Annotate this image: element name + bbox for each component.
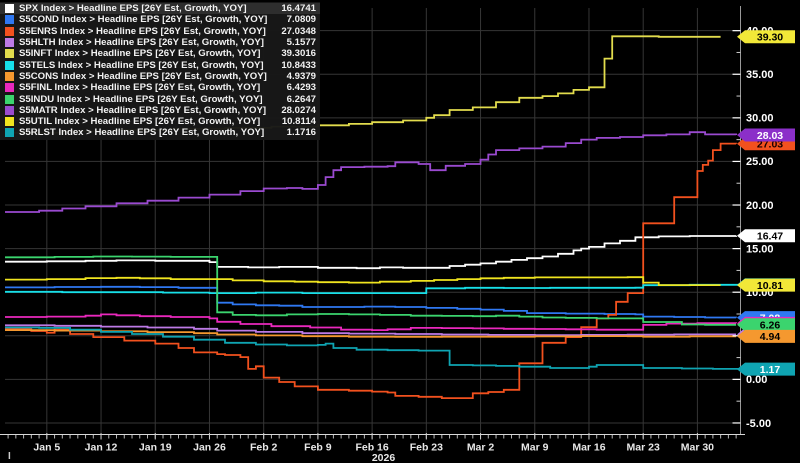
legend-value: 6.4293 <box>286 82 316 94</box>
legend-swatch-S5MATR <box>5 105 14 115</box>
series-line-S5ENRS <box>5 142 737 399</box>
price-badge-label-S5UTIL: 10.81 <box>757 280 783 292</box>
price-badge-label-S5RLST: 1.17 <box>760 364 781 376</box>
series-line-S5HLTH <box>5 324 737 336</box>
x-axis-label: Feb 23 <box>410 442 443 454</box>
price-badge-S5RLST <box>737 362 795 376</box>
legend-label: S5COND Index > Headline EPS [26Y Est, Gr… <box>19 14 268 26</box>
legend-swatch-SPX <box>5 4 14 14</box>
chart-legend: SPX Index > Headline EPS [26Y Est, Growt… <box>0 2 320 140</box>
y-axis-label: 30.00 <box>746 113 774 125</box>
legend-swatch-S5TELS <box>5 60 14 70</box>
series-line-S5MATR <box>5 131 737 213</box>
price-badge-S5UTIL <box>737 278 795 292</box>
legend-label: S5UTIL Index > Headline EPS [26Y Est, Gr… <box>19 116 261 128</box>
x-axis-label: Jan 19 <box>139 442 172 454</box>
legend-row-S5RLST[interactable]: S5RLST Index > Headline EPS [26Y Est, Gr… <box>0 127 320 138</box>
legend-label: S5HLTH Index > Headline EPS [26Y Est, Gr… <box>19 37 264 49</box>
price-badge-label-SPX: 16.47 <box>757 231 783 243</box>
series-line-SPX <box>5 235 737 270</box>
legend-row-S5COND[interactable]: S5COND Index > Headline EPS [26Y Est, Gr… <box>0 14 320 25</box>
legend-value: 7.0809 <box>286 14 316 26</box>
y-axis-label: 35.00 <box>746 69 774 81</box>
legend-value: 39.3016 <box>281 48 316 60</box>
series-line-S5CONS <box>5 329 737 338</box>
legend-label: S5FINL Index > Headline EPS [26Y Est, Gr… <box>19 82 261 94</box>
x-axis-label: Mar 9 <box>521 442 549 454</box>
legend-swatch-S5ENRS <box>5 26 14 36</box>
series-line-S5COND <box>5 285 737 319</box>
x-axis-label: Jan 12 <box>85 442 118 454</box>
x-axis-label: Jan 26 <box>193 442 226 454</box>
price-badge-S5CONS <box>737 329 795 343</box>
x-axis-label: Jan 5 <box>33 442 60 454</box>
legend-label: S5MATR Index > Headline EPS [26Y Est, Gr… <box>19 104 267 116</box>
price-badge-label-S5CONS: 4.94 <box>760 331 781 343</box>
legend-label: S5TELS Index > Headline EPS [26Y Est, Gr… <box>19 59 264 71</box>
price-badge-SPX <box>737 229 795 243</box>
legend-value: 4.9379 <box>286 70 316 82</box>
price-badge-S5INDU <box>737 318 795 332</box>
bottom-left-cursor-marker: I <box>8 451 11 462</box>
legend-swatch-S5UTIL <box>5 117 14 127</box>
legend-value: 10.8114 <box>281 116 316 128</box>
x-axis-label: Feb 16 <box>355 442 388 454</box>
y-axis-label: -5.00 <box>746 418 771 430</box>
y-axis-label: 25.00 <box>746 156 774 168</box>
price-badge-S5MATR <box>737 128 795 142</box>
x-axis-label: Mar 16 <box>572 442 605 454</box>
series-line-S5RLST <box>5 326 741 370</box>
legend-value: 5.1577 <box>286 37 316 49</box>
legend-row-S5CONS[interactable]: S5CONS Index > Headline EPS [26Y Est, Gr… <box>0 71 320 82</box>
legend-row-S5TELS[interactable]: S5TELS Index > Headline EPS [26Y Est, Gr… <box>0 59 320 71</box>
legend-swatch-S5CONS <box>5 71 14 81</box>
legend-label: S5INFT Index > Headline EPS [26Y Est, Gr… <box>19 48 261 60</box>
legend-value: 10.8433 <box>281 59 316 71</box>
legend-row-S5ENRS[interactable]: S5ENRS Index > Headline EPS [26Y Est, Gr… <box>0 26 320 37</box>
legend-label: S5CONS Index > Headline EPS [26Y Est, Gr… <box>19 70 267 82</box>
legend-row-S5INDU[interactable]: S5INDU Index > Headline EPS [26Y Est, Gr… <box>0 93 320 105</box>
legend-value: 16.4741 <box>281 3 316 15</box>
legend-swatch-S5FINL <box>5 83 14 93</box>
legend-row-SPX[interactable]: SPX Index > Headline EPS [26Y Est, Growt… <box>0 3 320 15</box>
x-axis-label: Mar 23 <box>627 442 660 454</box>
legend-row-S5UTIL[interactable]: S5UTIL Index > Headline EPS [26Y Est, Gr… <box>0 116 320 127</box>
legend-label: S5INDU Index > Headline EPS [26Y Est, Gr… <box>19 93 263 105</box>
series-line-S5TELS <box>5 283 740 294</box>
series-line-S5FINL <box>5 313 737 331</box>
x-axis-label: Mar 2 <box>467 442 495 454</box>
legend-label: S5ENRS Index > Headline EPS [26Y Est, Gr… <box>19 25 266 37</box>
legend-swatch-S5COND <box>5 15 14 25</box>
x-axis-year-label: 2026 <box>372 452 396 463</box>
legend-value: 1.1716 <box>286 127 316 139</box>
x-axis-label: Mar 30 <box>681 442 714 454</box>
legend-label: S5RLST Index > Headline EPS [26Y Est, Gr… <box>19 127 265 139</box>
legend-label: SPX Index > Headline EPS [26Y Est, Growt… <box>19 3 247 15</box>
price-badge-label-S5INFT: 39.30 <box>757 32 783 44</box>
x-axis-label: Feb 2 <box>250 442 278 454</box>
legend-swatch-S5RLST <box>5 128 14 138</box>
price-badge-S5INFT <box>737 30 795 44</box>
series-line-S5INDU <box>5 255 737 326</box>
y-axis-label: 20.00 <box>746 200 774 212</box>
y-axis-label: 15.00 <box>746 243 774 255</box>
legend-swatch-S5INDU <box>5 94 14 104</box>
legend-row-S5HLTH[interactable]: S5HLTH Index > Headline EPS [26Y Est, Gr… <box>0 37 320 48</box>
price-badge-label-S5MATR: 28.03 <box>757 130 783 142</box>
x-axis-label: Feb 9 <box>304 442 332 454</box>
legend-row-S5FINL[interactable]: S5FINL Index > Headline EPS [26Y Est, Gr… <box>0 82 320 93</box>
legend-swatch-S5INFT <box>5 49 14 59</box>
price-badge-label-S5INDU: 6.26 <box>760 320 781 332</box>
legend-value: 27.0348 <box>281 25 316 37</box>
legend-value: 28.0274 <box>281 104 316 116</box>
series-line-S5UTIL <box>5 276 721 286</box>
legend-row-S5INFT[interactable]: S5INFT Index > Headline EPS [26Y Est, Gr… <box>0 48 320 59</box>
y-axis-label: 0.00 <box>746 374 767 386</box>
legend-swatch-S5HLTH <box>5 38 14 48</box>
legend-row-S5MATR[interactable]: S5MATR Index > Headline EPS [26Y Est, Gr… <box>0 105 320 116</box>
legend-value: 6.2647 <box>286 93 316 105</box>
